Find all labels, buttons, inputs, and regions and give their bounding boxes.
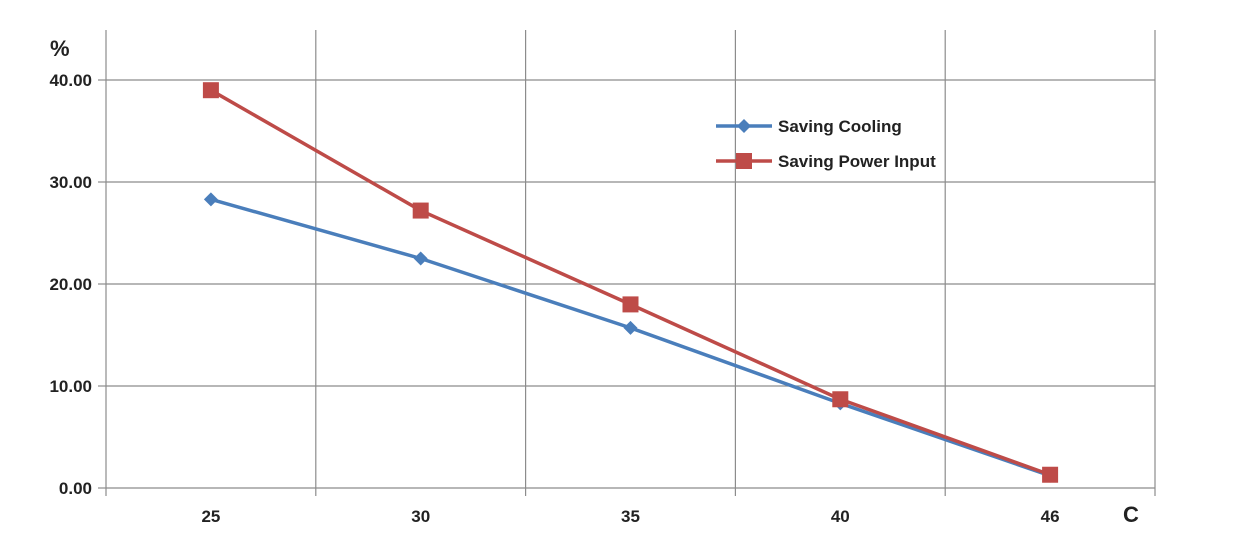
x-tick-label: 25 <box>201 507 220 526</box>
y-tick-label: 40.00 <box>49 71 92 90</box>
series-line <box>210 197 1051 478</box>
gridlines <box>106 30 1156 496</box>
y-tick-label: 10.00 <box>49 377 92 396</box>
y-axis-label: % <box>50 36 70 61</box>
data-point <box>1042 466 1059 483</box>
tick-labels: 0.00 10.00 20.00 30.00 40.00 25 30 35 40 46 <box>49 71 1059 526</box>
legend-marker <box>736 153 752 169</box>
x-tick-label: 35 <box>621 507 640 526</box>
data-point <box>412 202 429 219</box>
data-point <box>832 391 849 408</box>
y-tick-label: 20.00 <box>49 275 92 294</box>
series-2 <box>202 82 1059 483</box>
data-point <box>202 82 219 99</box>
data-point <box>203 192 218 207</box>
x-axis-label: C <box>1123 502 1139 527</box>
legend-label: Saving Cooling <box>778 117 902 136</box>
y-tick-label: 30.00 <box>49 173 92 192</box>
x-tick-label: 30 <box>411 507 430 526</box>
x-tick-label: 46 <box>1041 507 1060 526</box>
legend-entry: Saving Power Input <box>716 152 936 171</box>
data-point <box>622 296 639 313</box>
legend-label: Saving Power Input <box>778 152 936 171</box>
y-tick-label: 0.00 <box>59 479 92 498</box>
data-point <box>623 320 638 335</box>
series-1 <box>203 192 1058 483</box>
legend-marker <box>737 119 751 133</box>
legend: Saving Cooling Saving Power Input <box>716 117 936 171</box>
series-line <box>210 88 1051 477</box>
data-point <box>413 251 428 266</box>
x-tick-label: 40 <box>831 507 850 526</box>
axes <box>98 30 1155 496</box>
legend-entry: Saving Cooling <box>716 117 902 136</box>
series-lines <box>202 82 1059 483</box>
